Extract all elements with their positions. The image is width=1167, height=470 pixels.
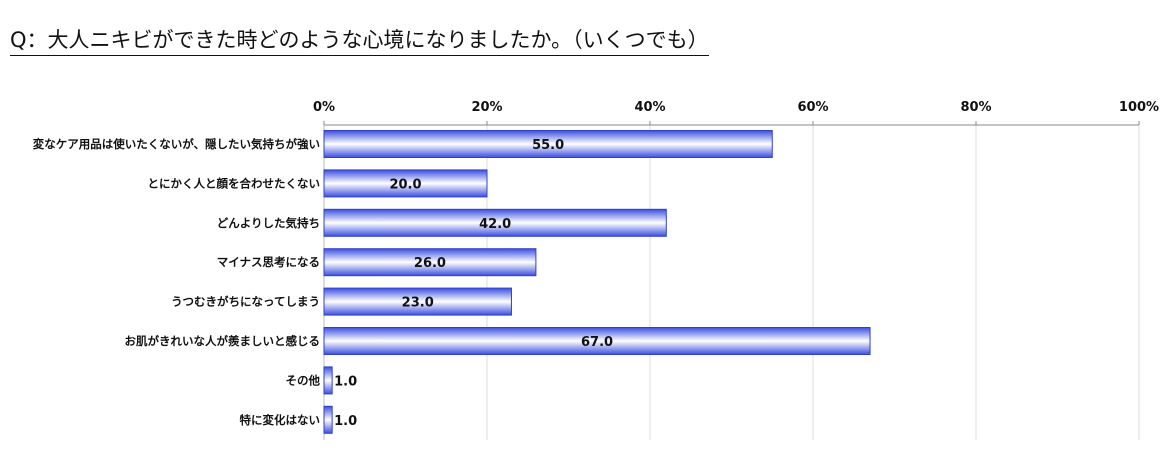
data-label: 1.0 <box>334 374 357 389</box>
gridlines <box>486 125 1140 440</box>
bars <box>323 130 871 434</box>
bar <box>323 248 537 277</box>
bar <box>323 169 488 198</box>
bar <box>323 327 871 355</box>
category-label: 特に変化はない <box>240 413 321 427</box>
labels: 変なケア用品は使いたくないが、隠したい気持ちが強い 55.0 とにかく人と顔を合わせ… <box>33 137 613 429</box>
bar <box>323 208 667 237</box>
x-tick-label: 40% <box>634 100 665 115</box>
x-tick-label: 60% <box>797 100 828 115</box>
category-label: マイナス思考になる <box>217 255 320 269</box>
x-tick-label: 100% <box>1119 100 1159 115</box>
chart-title: Q：大人ニキビができた時どのような心境になりましたか。（いくつでも） <box>10 26 709 56</box>
bar <box>323 405 333 434</box>
data-label: 26.0 <box>414 256 446 271</box>
x-tick-label: 20% <box>471 100 502 115</box>
data-label: 55.0 <box>532 138 564 153</box>
data-label: 20.0 <box>389 177 421 192</box>
data-label: 42.0 <box>479 217 511 232</box>
category-label: どんよりした気持ち <box>217 216 320 230</box>
category-label: とにかく人と顔を合わせたくない <box>148 176 321 190</box>
data-label: 67.0 <box>581 335 613 350</box>
bar <box>323 287 512 316</box>
data-label: 1.0 <box>334 414 357 429</box>
data-label: 23.0 <box>402 296 434 311</box>
category-label: お肌がきれいな人が羨ましいと感じる <box>125 334 321 348</box>
bar <box>323 130 773 158</box>
category-label: 変なケア用品は使いたくないが、隠したい気持ちが強い <box>33 137 320 151</box>
x-tick-label: 0% <box>313 100 335 115</box>
x-tick-label: 80% <box>960 100 991 115</box>
bar <box>323 366 333 395</box>
category-label: うつむきがちになってしまう <box>171 295 320 309</box>
category-label: その他 <box>286 373 321 387</box>
